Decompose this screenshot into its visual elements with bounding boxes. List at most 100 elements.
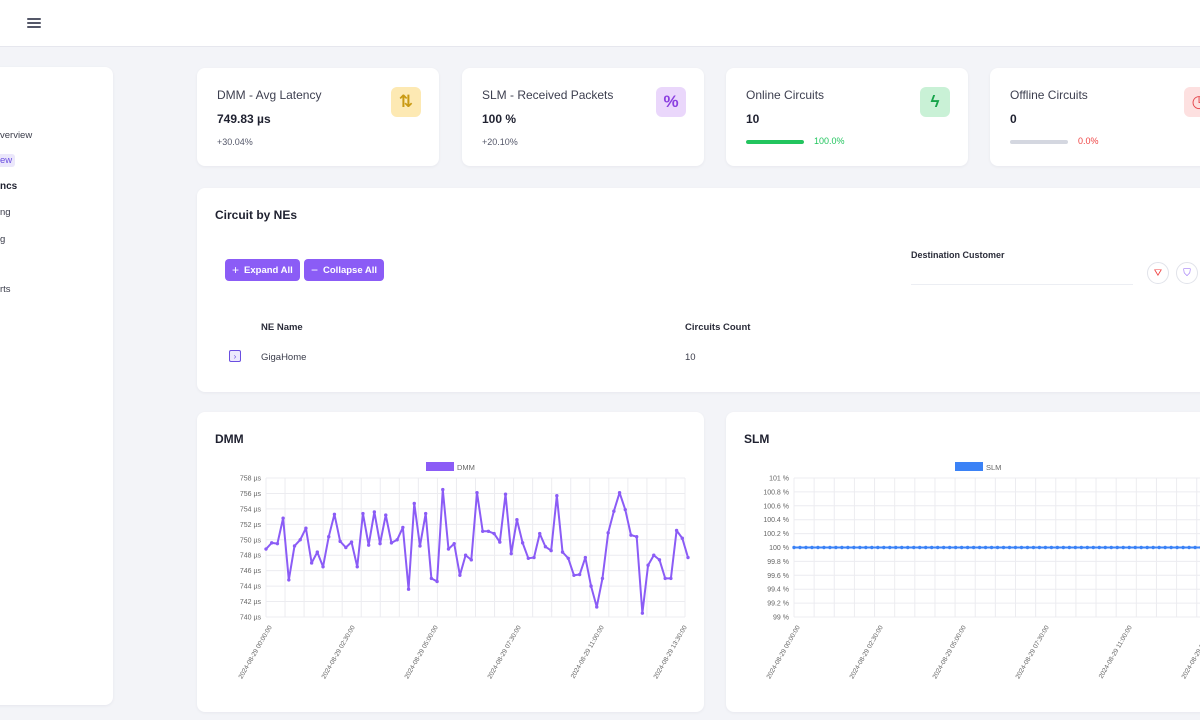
x-tick-label: 2024-08-29 00:00:00 <box>237 624 273 680</box>
sidebar-item-overview[interactable]: verview <box>0 130 33 141</box>
data-point <box>657 558 662 562</box>
data-point <box>549 548 553 553</box>
data-point <box>870 545 874 550</box>
x-tick-label: 2024-08-29 13:30:00 <box>1180 624 1200 680</box>
data-point <box>876 545 880 550</box>
data-point <box>321 565 325 569</box>
expand-all-button[interactable]: + Expand All <box>225 259 300 281</box>
kpi-value: 749.83 µs <box>217 112 271 126</box>
y-tick-label: 752 µs <box>240 522 262 529</box>
sidebar-item-logging[interactable]: g <box>0 234 6 245</box>
collapse-all-button[interactable]: − Collapse All <box>304 259 385 281</box>
y-tick-label: 99.6 % <box>767 573 789 580</box>
data-point <box>486 529 491 533</box>
y-tick-label: 99.8 % <box>767 559 789 566</box>
data-point <box>959 545 964 550</box>
data-point <box>924 545 928 550</box>
dmm-chart-card: DMM DMM 758 µs 756 µs 754 µs 752 µs 750 µs 748… <box>197 412 704 712</box>
column-header-circuits-count[interactable]: Circuits Count <box>685 322 751 333</box>
data-point <box>1025 545 1030 550</box>
bolt-icon: ϟ <box>920 87 950 117</box>
y-tick-label: 100.4 % <box>763 517 789 524</box>
data-point <box>810 545 814 550</box>
sidebar-item-monitoring[interactable]: ng <box>0 207 11 218</box>
data-point <box>304 526 308 530</box>
expand-row-icon[interactable]: › <box>229 350 241 362</box>
data-point <box>338 539 342 544</box>
data-point <box>566 556 570 561</box>
data-point <box>469 558 473 562</box>
legend-label: DMM <box>457 463 475 472</box>
slm-line-chart: SLM 101 % 100.8 % 100.6 % 100.4 % 100.2 % 100 … <box>763 462 1200 680</box>
filter-icon[interactable]: ⛉ <box>1176 262 1198 284</box>
clear-filter-icon[interactable]: ⛛ <box>1147 262 1169 284</box>
data-point <box>634 534 639 539</box>
data-point <box>600 576 605 581</box>
data-point <box>822 545 826 550</box>
data-point <box>1031 545 1036 550</box>
data-point <box>349 540 354 544</box>
data-point <box>929 545 934 550</box>
kpi-value: 0 <box>1010 112 1017 126</box>
sidebar-item-reports[interactable]: rts <box>0 284 11 295</box>
data-point <box>852 545 856 550</box>
y-tick-label: 101 % <box>769 476 789 483</box>
destination-customer-input[interactable] <box>911 263 1133 285</box>
data-point <box>327 534 331 539</box>
kpi-title: DMM - Avg Latency <box>217 88 322 102</box>
data-point <box>680 536 684 540</box>
data-point <box>395 538 399 542</box>
data-point <box>389 541 394 545</box>
sidebar: verview ew ncs ng g rts <box>0 67 113 705</box>
data-point <box>1175 545 1179 550</box>
data-point <box>520 541 525 545</box>
data-point <box>1049 545 1054 550</box>
percent-icon: % <box>656 87 686 117</box>
data-point <box>828 545 832 550</box>
y-tick-label: 750 µs <box>240 537 262 544</box>
hamburger-menu-icon[interactable] <box>25 15 45 31</box>
plus-icon: + <box>232 263 240 277</box>
data-point <box>492 531 496 536</box>
sidebar-item-metrics[interactable]: ncs <box>0 181 18 192</box>
y-tick-label: 746 µs <box>240 568 262 575</box>
top-bar <box>0 0 1200 47</box>
minus-icon: − <box>311 263 319 277</box>
arrows-up-down-icon: ⇅ <box>391 87 421 117</box>
x-tick-label: 2024-08-29 05:00:00 <box>931 624 967 680</box>
data-point <box>292 544 297 548</box>
table-cell-ne-name: GigaHome <box>261 352 307 363</box>
data-point <box>941 545 946 550</box>
data-point <box>355 565 359 569</box>
data-point <box>1187 545 1191 550</box>
clock-icon: ◷ <box>1184 87 1200 117</box>
data-point <box>1103 545 1107 550</box>
kpi-value: 100 % <box>482 112 517 126</box>
y-tick-label: 744 µs <box>240 584 262 591</box>
data-point <box>1109 545 1113 550</box>
legend-swatch <box>426 462 454 471</box>
kpi-card-offline-circuits: Offline Circuits 0 0.0% ◷ <box>990 68 1200 166</box>
data-point <box>953 545 958 550</box>
collapse-all-label: Collapse All <box>323 264 378 276</box>
data-point <box>287 578 291 582</box>
data-point <box>1007 545 1012 550</box>
data-point <box>423 511 428 516</box>
progress-bar <box>746 140 804 144</box>
column-header-ne-name[interactable]: NE Name <box>261 322 303 333</box>
data-point <box>646 563 650 567</box>
data-point <box>384 513 388 517</box>
data-point <box>906 545 910 550</box>
kpi-title: SLM - Received Packets <box>482 88 614 102</box>
data-point <box>595 605 599 609</box>
data-point <box>435 579 439 584</box>
data-point <box>446 547 451 551</box>
y-tick-label: 742 µs <box>240 599 262 606</box>
data-point <box>804 545 808 550</box>
data-point <box>1133 545 1137 550</box>
data-point <box>589 584 593 588</box>
y-tick-label: 748 µs <box>240 553 262 560</box>
progress-bar <box>1010 140 1068 144</box>
sidebar-item-view[interactable]: ew <box>0 154 16 167</box>
data-point <box>834 545 838 550</box>
